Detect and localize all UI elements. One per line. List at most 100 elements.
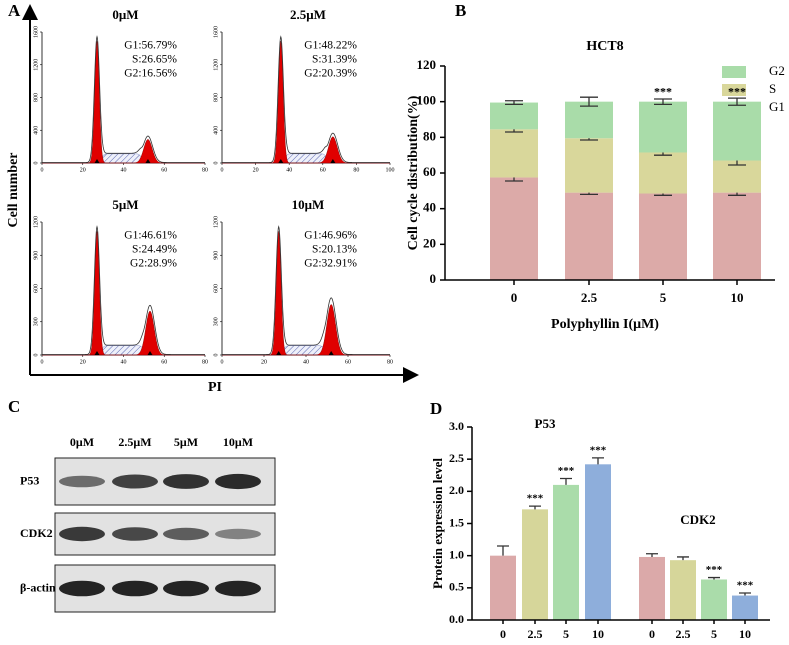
x-tick-label: 80: [202, 359, 208, 365]
stat-label: S:24.49%: [132, 244, 177, 256]
row-label: CDK2: [20, 526, 53, 540]
y-axis-label: Protein expression level: [430, 458, 445, 589]
y-tick-label: 600: [213, 284, 219, 293]
y-tick-label: 400: [33, 126, 39, 135]
x-tick-label: 80: [353, 167, 359, 173]
plot-title: 0μM: [112, 7, 138, 22]
y-tick-label: 0: [213, 354, 219, 357]
error-bar: [580, 96, 598, 107]
legend-swatch: [722, 66, 746, 78]
y-tick-label: 100: [417, 93, 437, 108]
x-axis-label: Polyphyllin I(μM): [551, 317, 659, 332]
stat-label: S:26.65%: [132, 54, 177, 66]
y-tick-label: 900: [33, 251, 39, 260]
y-tick-label: 0.0: [449, 612, 464, 626]
significance-label: ***: [728, 84, 746, 98]
peak-marker: [328, 351, 334, 355]
bar-segment: [713, 160, 761, 193]
bar-segment: [713, 101, 761, 161]
x-tick-label: 60: [320, 167, 326, 173]
error-bar: [497, 545, 509, 556]
x-tick-label: 10: [731, 290, 744, 305]
error-bar: [560, 477, 572, 485]
error-bar: [529, 505, 541, 510]
x-tick-label: 100: [386, 167, 395, 173]
bar: [585, 464, 611, 620]
bar-segment: [490, 177, 538, 280]
y-tick-label: 40: [423, 200, 436, 215]
x-tick-label: 40: [286, 167, 292, 173]
histogram-outline: [42, 225, 205, 355]
stat-label: G2:20.39%: [304, 68, 357, 80]
error-bar: [728, 97, 746, 106]
blot-band: [163, 580, 209, 597]
blot-band: [112, 527, 158, 541]
y-axis-label: Cell number: [6, 152, 21, 227]
y-tick-label: 300: [213, 317, 219, 326]
x-tick-label: 40: [121, 167, 127, 173]
y-tick-label: 900: [213, 251, 219, 260]
row-label: P53: [20, 473, 39, 487]
bar: [553, 484, 579, 620]
x-tick-label: 60: [161, 359, 167, 365]
bar-segment: [713, 192, 761, 280]
s-phase-area: [222, 345, 390, 356]
x-tick-label: 60: [161, 167, 167, 173]
histogram-outline: [222, 35, 390, 163]
panel-label: C: [8, 397, 20, 416]
y-tick-label: 20: [423, 235, 436, 250]
blot-band: [215, 580, 261, 597]
blot-band: [215, 528, 261, 540]
plot-title: 10μM: [292, 197, 325, 212]
bar: [670, 560, 696, 620]
panel-label: A: [8, 1, 21, 20]
stat-label: G2:28.9%: [130, 258, 177, 270]
bar-segment: [565, 192, 613, 280]
x-tick-label: 0: [221, 359, 224, 365]
group-label: P53: [535, 416, 556, 431]
x-tick-label: 40: [303, 359, 309, 365]
y-tick-label: 600: [33, 284, 39, 293]
bar: [490, 555, 516, 620]
x-tick-label: 2.5: [528, 627, 543, 641]
x-tick-label: 20: [80, 359, 86, 365]
bar-segment: [490, 102, 538, 130]
bar-segment: [639, 101, 687, 153]
stat-label: G1:46.61%: [124, 230, 177, 242]
lane-label: 5μM: [174, 435, 198, 449]
y-tick-label: 1.0: [449, 547, 464, 561]
x-tick-label: 10: [592, 627, 604, 641]
g1-peak: [42, 231, 205, 356]
peak-marker: [94, 159, 100, 163]
x-tick-label: 5: [660, 290, 667, 305]
s-phase-area: [222, 153, 390, 164]
y-tick-label: 2.5: [449, 451, 464, 465]
stat-label: S:31.39%: [312, 54, 357, 66]
lane-label: 2.5μM: [118, 435, 151, 449]
bar: [522, 509, 548, 620]
y-tick-label: 0.5: [449, 580, 464, 594]
g1-peak: [222, 231, 390, 356]
significance-label: ***: [590, 444, 607, 456]
bar-segment: [565, 138, 613, 193]
legend-label: S: [769, 81, 776, 96]
y-tick-label: 60: [423, 164, 436, 179]
y-tick-label: 2.0: [449, 483, 464, 497]
x-tick-label: 20: [80, 167, 86, 173]
x-tick-label: 20: [261, 359, 267, 365]
s-phase-area: [42, 153, 205, 164]
y-axis-label: Cell cycle distribution(%): [406, 95, 421, 250]
g2-peak: [42, 139, 205, 164]
significance-label: ***: [558, 465, 575, 477]
x-tick-label: 60: [345, 359, 351, 365]
blot-band: [163, 527, 209, 541]
peak-marker: [145, 159, 151, 163]
g1-peak: [42, 41, 205, 164]
stat-label: G1:56.79%: [124, 40, 177, 52]
plot-title: 5μM: [112, 197, 138, 212]
error-bar: [505, 100, 523, 105]
lane-label: 0μM: [70, 435, 94, 449]
legend-label: G2: [769, 63, 785, 78]
bar-segment: [639, 193, 687, 280]
group-label: CDK2: [680, 512, 715, 527]
